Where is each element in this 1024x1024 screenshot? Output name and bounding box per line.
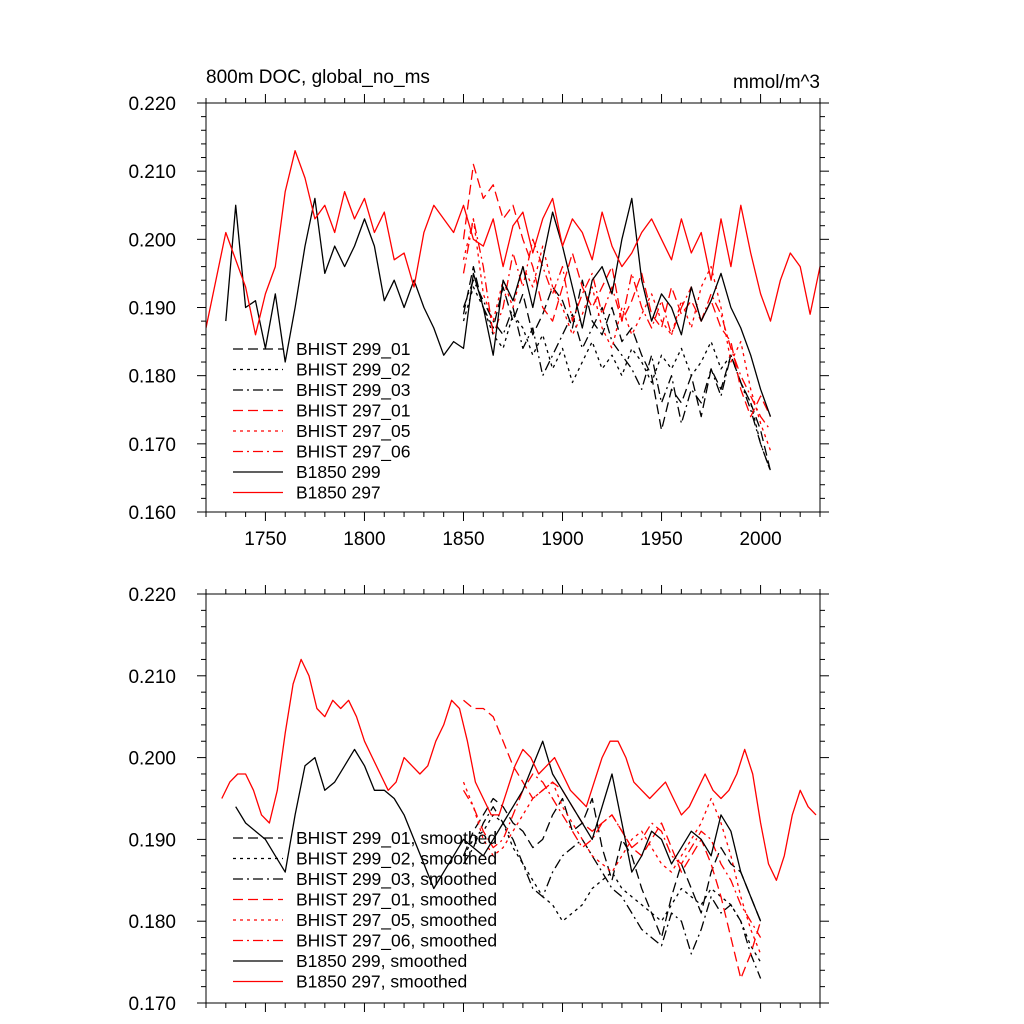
legend-label: BHIST 299_03 [296, 380, 410, 401]
legend-label: BHIST 297_05, smoothed [296, 910, 497, 931]
x-tick-label: 1850 [442, 529, 484, 550]
legend-label: BHIST 299_01 [296, 339, 410, 360]
series-line-4 [462, 781, 762, 955]
y-tick-label: 0.190 [128, 299, 176, 320]
legend-label: B1850 299, smoothed [296, 951, 467, 971]
series-line-3 [463, 699, 762, 980]
series-line-1 [462, 286, 772, 472]
bottom-panel: 0.170 0.180 0.190 0.200 0.210 0.220 BHIST 299_… [128, 585, 829, 1015]
x-tick-label: 1800 [343, 529, 385, 550]
y-tick-label: 0.170 [128, 994, 176, 1015]
y-tick-label: 0.200 [128, 749, 176, 770]
y-tick-label: 0.190 [128, 830, 176, 851]
legend-label: BHIST 297_06, smoothed [296, 931, 497, 952]
y-tick-label: 0.220 [128, 94, 176, 115]
legend-label: BHIST 299_03, smoothed [296, 869, 497, 890]
x-tick-label: 2000 [739, 529, 781, 550]
series-line-3 [462, 163, 772, 418]
x-tick-label: 1900 [541, 529, 583, 550]
legend-label: B1850 297, smoothed [296, 972, 467, 992]
series-line-6 [235, 740, 762, 922]
series-line-7 [206, 150, 820, 336]
y-tick-label: 0.180 [128, 367, 176, 388]
legend-label: BHIST 299_02 [296, 360, 410, 381]
y-tick-label: 0.170 [128, 435, 176, 456]
legend-label: B1850 299 [296, 462, 381, 482]
legend-label: B1850 297 [296, 483, 381, 503]
series-line-0 [462, 265, 772, 472]
y-tick-label: 0.210 [128, 667, 176, 688]
x-tick-label: 1950 [640, 529, 682, 550]
series-line-5 [462, 218, 772, 431]
legend-label: BHIST 297_01 [296, 401, 410, 422]
x-tick-label: 1750 [244, 529, 286, 550]
y-tick-label: 0.180 [128, 912, 176, 933]
series-line-4 [462, 218, 772, 451]
y-tick-label: 0.160 [128, 503, 176, 524]
legend-label: BHIST 297_01, smoothed [296, 890, 497, 911]
units-label: mmol/m^3 [733, 72, 820, 93]
top-panel: 1750 1800 1850 1900 1950 2000 0.160 0.170 0.180 0… [128, 94, 829, 550]
chart-title: 800m DOC, global_no_ms [206, 67, 430, 88]
y-tick-label: 0.220 [128, 585, 176, 606]
series-line-2 [462, 279, 772, 472]
plot-frame [205, 593, 821, 1004]
legend-label: BHIST 297_06 [296, 442, 410, 463]
legend-label: BHIST 299_02, smoothed [296, 849, 497, 870]
series-line-2 [462, 806, 762, 979]
series-line-5 [462, 773, 762, 938]
legend-label: BHIST 299_01, smoothed [296, 828, 497, 849]
series-line-0 [462, 797, 762, 939]
y-tick-label: 0.200 [128, 230, 176, 251]
legend-label: BHIST 297_05 [296, 421, 410, 442]
series-line-6 [225, 197, 772, 417]
series-line-7 [221, 658, 817, 881]
y-tick-label: 0.210 [128, 162, 176, 183]
